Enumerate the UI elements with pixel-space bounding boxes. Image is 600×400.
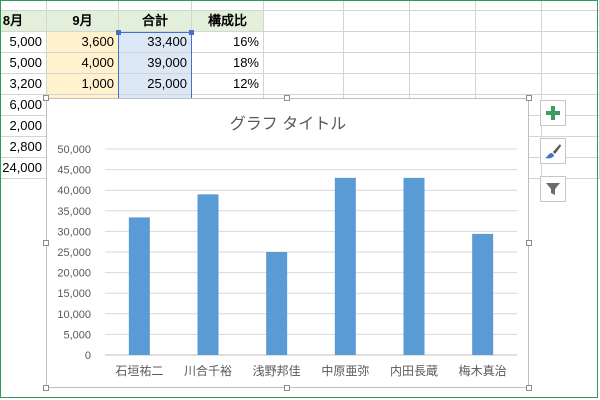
empty-cell[interactable] (410, 11, 476, 32)
empty-cell[interactable] (542, 0, 600, 11)
data-cell[interactable]: 1,000 (47, 74, 119, 95)
empty-cell[interactable] (264, 11, 344, 32)
chart-title[interactable]: グラフ タイトル (230, 115, 346, 133)
x-tick-label: 内田長蔵 (390, 364, 438, 378)
chart-styles-button[interactable] (540, 138, 566, 164)
y-tick-label: 0 (85, 350, 91, 362)
x-tick-label: 川合千裕 (184, 363, 232, 378)
empty-cell[interactable] (264, 74, 344, 95)
chart-resize-handle[interactable] (43, 95, 49, 101)
chart-resize-handle[interactable] (526, 385, 532, 391)
x-tick-label: 梅木真治 (459, 363, 507, 378)
empty-cell[interactable] (542, 53, 600, 74)
data-cell[interactable]: 6,000 (0, 95, 47, 116)
empty-cell[interactable] (410, 53, 476, 74)
y-tick-label: 25,000 (57, 247, 91, 259)
paintbrush-icon (545, 144, 561, 159)
bar[interactable] (334, 177, 356, 355)
table-row: 5,000 4,000 39,000 18% (0, 53, 600, 74)
chart-area[interactable]: グラフ タイトル 0 5,000 10,000 15,000 20,000 25,000 3… (46, 98, 529, 388)
chart-elements-button[interactable] (540, 100, 566, 126)
data-cell[interactable]: 24,000 (0, 158, 47, 179)
chart-resize-handle[interactable] (284, 385, 290, 391)
table-header-row: 8月 9月 合計 構成比 (0, 11, 600, 32)
empty-cell[interactable] (476, 0, 542, 11)
bar[interactable] (472, 233, 494, 355)
table-row: 5,000 3,600 33,400 16% (0, 32, 600, 53)
empty-cell[interactable] (542, 32, 600, 53)
data-cell[interactable]: 16% (192, 32, 264, 53)
data-cell[interactable]: 2,000 (0, 116, 47, 137)
x-tick-label: 石垣祐二 (115, 364, 163, 378)
bar[interactable] (266, 252, 288, 355)
data-cell[interactable]: 3,200 (0, 74, 47, 95)
y-axis-ticks: 0 5,000 10,000 15,000 20,000 25,000 30,000 35,0… (57, 144, 91, 362)
data-cell[interactable]: 2,800 (0, 137, 47, 158)
y-tick-label: 5,000 (63, 329, 91, 341)
empty-cell[interactable] (476, 53, 542, 74)
empty-cell[interactable] (344, 11, 410, 32)
y-tick-label: 35,000 (57, 206, 91, 218)
chart-resize-handle[interactable] (526, 95, 532, 101)
empty-cell[interactable] (344, 32, 410, 53)
y-tick-label: 30,000 (57, 226, 91, 238)
empty-cell[interactable] (410, 74, 476, 95)
header-cell-sep[interactable]: 9月 (47, 11, 119, 32)
data-cell[interactable]: 4,000 (47, 53, 119, 74)
data-cell[interactable]: 3,600 (47, 32, 119, 53)
empty-cell[interactable] (410, 32, 476, 53)
header-cell-aug[interactable]: 8月 (0, 11, 47, 32)
x-axis-labels: 石垣祐二 川合千裕 浅野邦佳 中原亜弥 内田長蔵 梅木真治 (115, 363, 506, 378)
empty-cell[interactable] (542, 11, 600, 32)
data-cell[interactable]: 12% (192, 74, 264, 95)
x-tick-label: 浅野邦佳 (253, 364, 301, 378)
bar[interactable] (128, 217, 150, 355)
empty-cell[interactable] (476, 74, 542, 95)
data-cell[interactable]: 25,000 (119, 74, 192, 95)
empty-cell[interactable] (410, 0, 476, 11)
plus-icon (546, 106, 560, 120)
data-cell[interactable]: 5,000 (0, 32, 47, 53)
header-cell-ratio[interactable]: 構成比 (192, 11, 264, 32)
y-tick-label: 20,000 (57, 268, 91, 280)
header-cell-total[interactable]: 合計 (119, 11, 192, 32)
x-tick-label: 中原亜弥 (321, 363, 369, 378)
chart-bars (128, 177, 494, 355)
chart-resize-handle[interactable] (284, 95, 290, 101)
y-tick-label: 50,000 (57, 144, 91, 156)
data-cell[interactable]: 18% (192, 53, 264, 74)
chart-filter-button[interactable] (540, 176, 566, 202)
y-tick-label: 40,000 (57, 185, 91, 197)
funnel-icon (546, 183, 560, 195)
data-cell[interactable]: 33,400 (119, 32, 192, 53)
data-cell[interactable]: 39,000 (119, 53, 192, 74)
bar[interactable] (403, 177, 425, 355)
empty-cell[interactable] (264, 0, 344, 11)
chart-resize-handle[interactable] (526, 240, 532, 246)
bar-chart: グラフ タイトル 0 5,000 10,000 15,000 20,000 25,000 3… (57, 115, 517, 378)
empty-cell[interactable] (344, 53, 410, 74)
empty-cell[interactable] (264, 53, 344, 74)
y-tick-label: 10,000 (57, 309, 91, 321)
empty-cell[interactable] (192, 0, 264, 11)
empty-cell[interactable] (119, 0, 192, 11)
table-row: 3,200 1,000 25,000 12% (0, 74, 600, 95)
y-tick-label: 15,000 (57, 288, 91, 300)
empty-cell[interactable] (476, 32, 542, 53)
table-row (0, 0, 600, 11)
chart-gridlines (105, 148, 517, 356)
chart-resize-handle[interactable] (43, 385, 49, 391)
y-tick-label: 45,000 (57, 165, 91, 177)
empty-cell[interactable] (47, 0, 119, 11)
empty-cell[interactable] (0, 0, 47, 11)
empty-cell[interactable] (542, 74, 600, 95)
empty-cell[interactable] (344, 74, 410, 95)
empty-cell[interactable] (344, 0, 410, 11)
bar[interactable] (197, 194, 219, 355)
empty-cell[interactable] (476, 11, 542, 32)
data-cell[interactable]: 5,000 (0, 53, 47, 74)
chart-resize-handle[interactable] (43, 240, 49, 246)
empty-cell[interactable] (264, 32, 344, 53)
